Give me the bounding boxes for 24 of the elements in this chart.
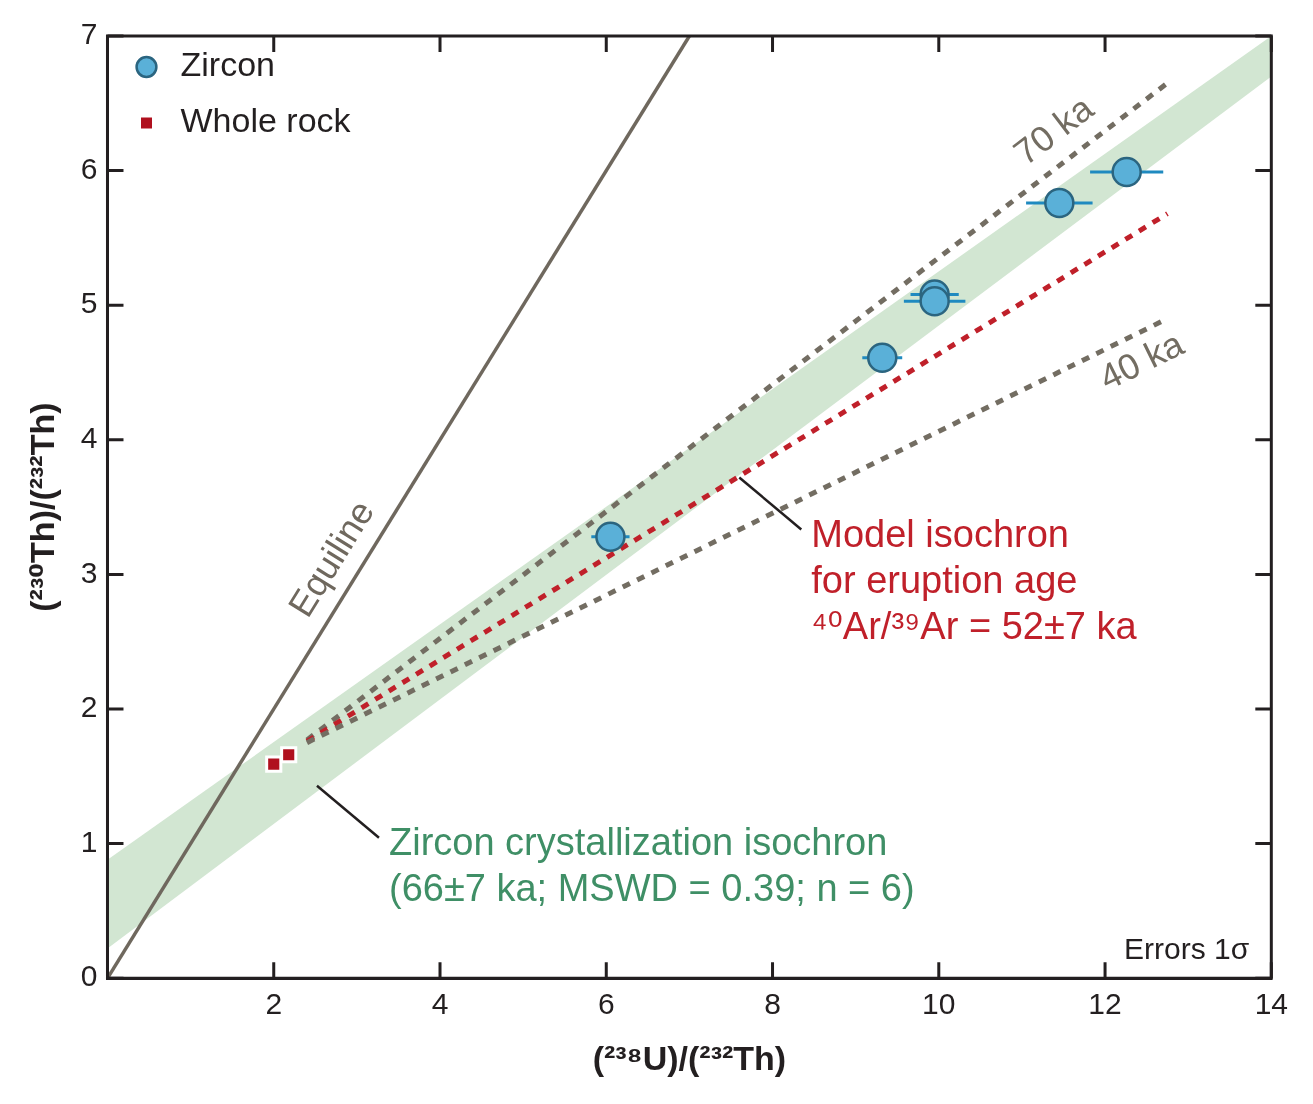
y-tick-label: 4 (80, 421, 98, 455)
annotation: 70 ka (1005, 86, 1102, 174)
y-axis-title: (²³⁰Th)/(²³²Th) (22, 402, 61, 612)
y-tick-label: 0 (80, 959, 98, 993)
x-tick-label: 4 (431, 987, 449, 1021)
x-tick-label: 2 (265, 987, 283, 1021)
y-tick-label: 2 (80, 690, 98, 724)
x-tick-label: 12 (1088, 987, 1122, 1021)
y-tick-label: 1 (80, 824, 98, 858)
x-tick-label: 6 (597, 987, 615, 1021)
annotation: Model isochron for eruption age ⁴⁰Ar/³⁹Ar = 52±7 ka (811, 512, 1138, 647)
legend-label: Zircon (180, 45, 275, 84)
annotation: Errors 1σ (1124, 932, 1250, 966)
legend-label: Whole rock (180, 101, 352, 140)
x-tick-label: 10 (922, 987, 956, 1021)
x-axis-title: (²³⁸U)/(²³²Th) (592, 1038, 787, 1077)
y-tick-label: 3 (80, 555, 98, 589)
y-tick-label: 6 (80, 151, 98, 185)
x-tick-label: 8 (764, 987, 781, 1021)
x-tick-label: 14 (1254, 987, 1288, 1021)
annotation: 40 ka (1092, 322, 1191, 399)
y-tick-label: 7 (80, 17, 98, 51)
y-tick-label: 5 (80, 286, 98, 320)
annotation: Zircon crystallization isochron (66±7 ka; MSWD = 0.39; n = 6) (388, 821, 915, 910)
